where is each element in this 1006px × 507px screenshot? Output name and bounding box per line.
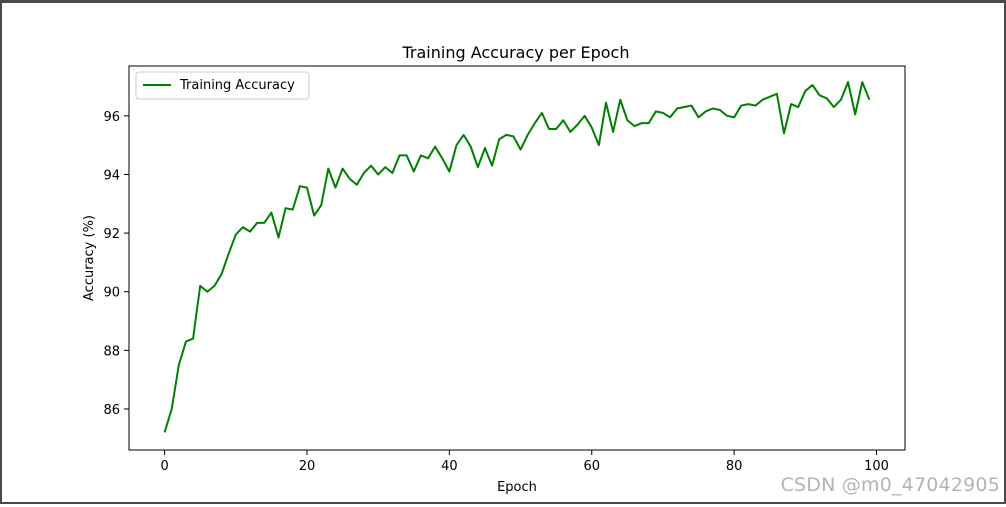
x-tick-label: 100	[864, 459, 889, 474]
line-chart: Training Accuracy per Epoch 0 20 40 60 80 100…	[82, 43, 906, 495]
y-tick-label: 92	[103, 227, 120, 242]
y-tick-label: 94	[103, 168, 120, 183]
y-axis: 86 88 90 92 94 96	[103, 110, 129, 418]
plot-area	[128, 65, 906, 451]
series-line	[163, 81, 871, 433]
legend: Training Accuracy	[135, 71, 310, 100]
y-tick-label: 88	[103, 344, 120, 359]
legend-label: Training Accuracy	[179, 78, 295, 93]
x-axis: 0 20 40 60 80 100	[160, 450, 889, 474]
x-tick-label: 60	[583, 459, 600, 474]
x-tick-label: 80	[726, 459, 743, 474]
watermark: CSDN @m0_47042905	[780, 474, 1000, 496]
y-axis-label: Accuracy (%)	[82, 215, 97, 301]
y-tick-label: 86	[103, 403, 120, 418]
x-tick-label: 40	[441, 459, 458, 474]
chart-title: Training Accuracy per Epoch	[401, 43, 629, 62]
series-layer	[163, 81, 871, 433]
legend-box	[135, 71, 310, 100]
y-tick-label: 90	[103, 286, 120, 301]
x-axis-label: Epoch	[497, 480, 537, 495]
x-tick-label: 20	[299, 459, 316, 474]
x-tick-label: 0	[160, 459, 168, 474]
y-tick-label: 96	[103, 110, 120, 125]
